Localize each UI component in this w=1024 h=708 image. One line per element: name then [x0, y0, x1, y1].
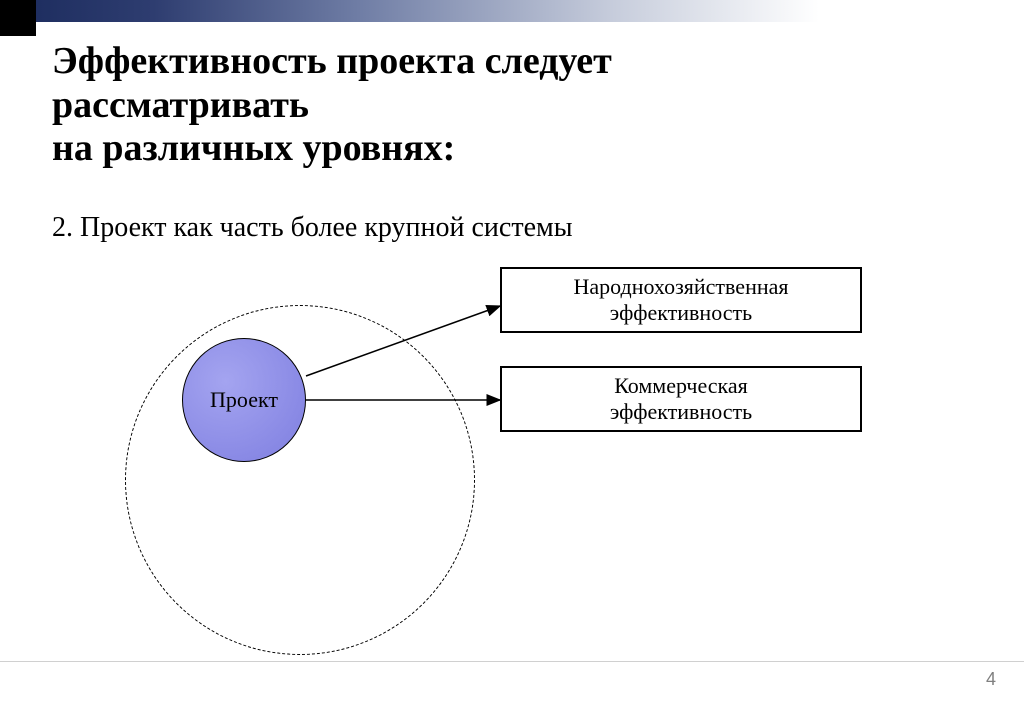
page-number: 4 [986, 669, 996, 690]
box-commercial-line2: эффективность [610, 399, 752, 425]
box-national-line2: эффективность [573, 300, 788, 326]
slide-subtitle: 2. Проект как часть более крупной систем… [52, 212, 984, 244]
project-circle: Проект [182, 338, 306, 462]
project-circle-label: Проект [183, 339, 305, 461]
footer-divider [0, 661, 1024, 662]
box-commercial-line1: Коммерческая [610, 373, 752, 399]
corner-square [0, 0, 36, 36]
box-commercial: Коммерческая эффективность [500, 366, 862, 432]
box-national-line1: Народнохозяйственная [573, 274, 788, 300]
title-line: Эффективность проекта следует [52, 40, 984, 84]
title-line: на различных уровнях: [52, 127, 984, 171]
title-line: рассматривать [52, 84, 984, 128]
header-gradient-bar [0, 0, 1024, 22]
diagram-area: Проект Народнохозяйственная эффективност… [52, 270, 972, 640]
box-national: Народнохозяйственная эффективность [500, 267, 862, 333]
slide-title: Эффективность проекта следует рассматрив… [52, 40, 984, 171]
subtitle-text: 2. Проект как часть более крупной систем… [52, 212, 573, 243]
slide: Эффективность проекта следует рассматрив… [0, 0, 1024, 708]
